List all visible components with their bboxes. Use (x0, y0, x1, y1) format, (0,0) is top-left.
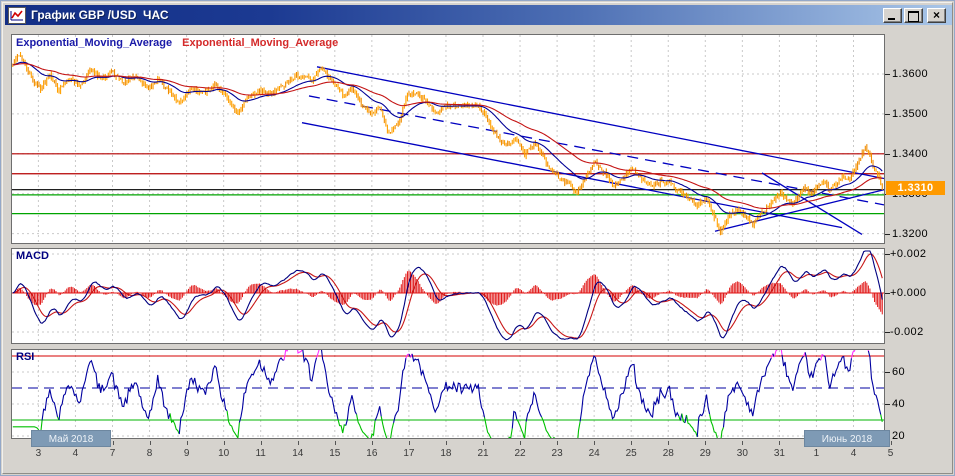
macd-label: MACD (16, 250, 49, 262)
date-axis-label: 10 (218, 448, 230, 459)
rsi-axis-label: 40 (892, 398, 906, 410)
date-axis-tick (779, 441, 781, 445)
date-axis-label: 15 (329, 448, 341, 459)
date-axis-tick (520, 441, 522, 445)
maximize-button[interactable] (904, 7, 923, 23)
close-icon: × (932, 7, 940, 22)
date-axis-tick (371, 441, 373, 445)
date-axis-tick (668, 441, 670, 445)
date-axis-tick (631, 441, 633, 445)
rsi-canvas[interactable] (12, 350, 884, 438)
date-axis-label: 1 (813, 448, 820, 459)
date-axis-label: 4 (72, 448, 79, 459)
date-axis-tick (594, 441, 596, 445)
date-axis-label: 29 (699, 448, 711, 459)
price-axis-tick (885, 74, 890, 75)
date-axis-label: 25 (625, 448, 637, 459)
date-axis-tick (483, 441, 484, 445)
rsi-axis-label: 20 (892, 430, 906, 442)
date-axis-label: 28 (662, 448, 674, 459)
date-axis-tick (890, 441, 892, 445)
ema-slow-legend: Exponential_Moving_Average (182, 37, 339, 49)
date-axis-tick (186, 441, 188, 445)
date-axis-label: 18 (440, 448, 452, 459)
date-axis-tick (334, 441, 336, 445)
date-axis-label: 16 (366, 448, 378, 459)
macd-axis-label: -0.002 (890, 326, 924, 338)
titlebar[interactable]: График GBP /USD ЧАС × (5, 5, 952, 25)
month-tag-may: Май 2018 (31, 430, 111, 447)
date-axis-label: 22 (514, 448, 526, 459)
macd-canvas[interactable] (12, 249, 884, 343)
date-axis-label: 3 (35, 448, 42, 459)
close-button[interactable]: × (927, 7, 946, 23)
price-chart-canvas[interactable] (12, 35, 884, 243)
price-axis-tick (885, 113, 890, 115)
macd-axis-tick (885, 332, 890, 333)
rsi-panel[interactable]: RSI (11, 349, 885, 439)
date-axis-label: 5 (887, 448, 894, 459)
date-axis-tick (149, 441, 151, 445)
rsi-label: RSI (16, 351, 35, 363)
date-axis-label: 14 (292, 448, 304, 459)
minimize-button[interactable] (883, 7, 902, 23)
chart-icon (8, 6, 26, 24)
window-title: График GBP /USD ЧАС (31, 8, 169, 22)
price-chart-panel[interactable]: Exponential_Moving_Average Exponential_M… (11, 34, 885, 244)
macd-axis-tick (885, 293, 890, 294)
price-axis-label: 1.3400 (892, 147, 929, 160)
date-axis-tick (223, 441, 225, 445)
date-axis-label: 23 (551, 448, 563, 459)
ema-fast-legend: Exponential_Moving_Average (16, 37, 173, 49)
maximize-icon (908, 10, 919, 22)
date-axis-label: 21 (477, 448, 489, 459)
date-axis-label: 11 (255, 448, 266, 459)
rsi-axis-tick (885, 404, 890, 405)
price-axis-label: 1.3200 (892, 227, 929, 240)
macd-panel[interactable]: MACD (11, 248, 885, 344)
date-axis-tick (408, 441, 410, 445)
date-axis-label: 4 (850, 448, 857, 459)
indicator-legend: Exponential_Moving_Average Exponential_M… (16, 37, 338, 49)
date-axis-label: 30 (736, 448, 748, 459)
price-axis-tick (885, 153, 890, 155)
price-axis-label: 1.3600 (892, 68, 929, 80)
price-axis-label: 1.3500 (892, 107, 929, 120)
date-axis-tick (297, 441, 299, 445)
date-axis-label: 7 (109, 448, 116, 459)
rsi-axis-label: 60 (892, 366, 906, 378)
date-axis-label: 31 (773, 448, 785, 459)
month-tag-june: Июнь 2018 (804, 430, 890, 447)
price-axis-tick (885, 233, 890, 235)
date-axis-label: 9 (183, 448, 190, 459)
macd-axis-label: +0.000 (890, 287, 927, 299)
macd-axis-label: +0.002 (890, 248, 927, 260)
date-axis-tick (742, 441, 744, 445)
date-axis-tick (260, 441, 262, 445)
minimize-icon (888, 17, 895, 20)
macd-axis-tick (885, 254, 890, 255)
date-axis-tick (445, 441, 447, 445)
rsi-axis-tick (885, 372, 890, 373)
date-axis-label: 24 (588, 448, 600, 459)
date-axis-tick (112, 441, 114, 445)
date-axis-label: 8 (146, 448, 153, 459)
date-axis-tick (557, 441, 559, 445)
date-axis-label: 17 (403, 448, 415, 459)
current-price-tag: 1.3310 (886, 181, 945, 195)
date-axis-tick (705, 441, 707, 445)
